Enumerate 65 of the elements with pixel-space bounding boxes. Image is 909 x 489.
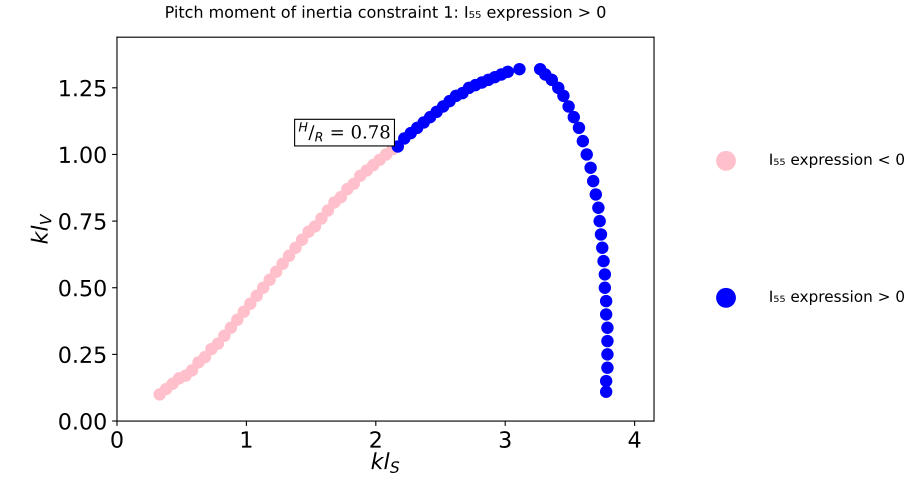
point [250, 290, 263, 302]
x-tick-label: 0 [111, 431, 123, 448]
point [576, 134, 590, 148]
y-tick-label: 0.00 [59, 412, 106, 430]
point [218, 330, 231, 342]
point [263, 274, 276, 286]
point [598, 282, 612, 294]
point [597, 254, 610, 268]
point [276, 258, 289, 270]
x-tick-label: 4 [628, 431, 640, 448]
point [598, 268, 612, 281]
point [513, 62, 526, 76]
point [282, 250, 296, 262]
y-tick-label: 0.25 [59, 346, 106, 364]
point [601, 362, 614, 374]
point [600, 385, 612, 398]
point [186, 364, 198, 377]
point [601, 334, 614, 348]
point [592, 202, 605, 214]
x-tick-label: 3 [500, 431, 510, 448]
point [557, 90, 570, 102]
point [322, 204, 334, 217]
point [594, 228, 608, 241]
point [198, 350, 212, 364]
point [334, 190, 348, 204]
point [224, 322, 238, 334]
point [584, 162, 597, 174]
point [568, 110, 580, 124]
chart-title: Pitch moment of inertia constraint 1: I₅₅ expression > 0 [166, 6, 606, 22]
point [580, 148, 593, 161]
point [601, 348, 614, 361]
point [590, 188, 602, 201]
point [308, 220, 322, 233]
point [315, 212, 328, 225]
point [572, 122, 586, 134]
point [289, 242, 302, 254]
y-tick-label: 0.75 [59, 213, 106, 230]
point [562, 100, 575, 113]
x-tick-label: 1 [242, 431, 252, 448]
y-tick-label: 1.25 [60, 80, 106, 97]
point [596, 242, 608, 254]
legend-label: I₅₅ expression > 0 [770, 290, 904, 305]
point [600, 308, 612, 321]
point [348, 178, 360, 190]
point [212, 338, 224, 350]
x-axis-title: kl$_{S}$ [371, 452, 400, 474]
y-axis-title: kl$_{V}$ [30, 214, 52, 244]
x-tick-label: 2 [370, 431, 381, 448]
point [270, 266, 282, 278]
point [546, 74, 558, 86]
point [502, 66, 514, 78]
annotation: $^{H}$/$_{R}$ = 0.78 [298, 122, 390, 142]
point [601, 322, 614, 334]
y-tick-label: 0.50 [59, 280, 106, 296]
point [244, 298, 256, 310]
point [238, 306, 250, 318]
point [600, 374, 612, 388]
point [593, 214, 606, 228]
legend-label: I₅₅ expression < 0 [770, 153, 904, 168]
point [600, 294, 612, 308]
y-tick-label: 1.00 [60, 146, 106, 164]
point [231, 314, 244, 326]
point [296, 234, 308, 246]
point [257, 282, 270, 294]
point [586, 174, 600, 188]
